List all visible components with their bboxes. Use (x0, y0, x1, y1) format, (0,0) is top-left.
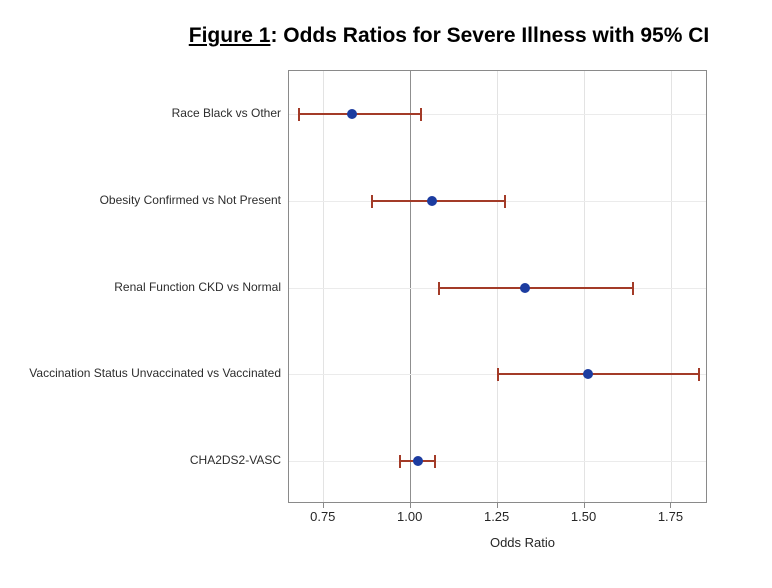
ci-upper-cap (420, 108, 423, 121)
vertical-gridline (323, 71, 325, 502)
x-axis-tick (409, 503, 411, 508)
x-tick-label: 1.75 (657, 509, 684, 524)
odds-ratio-marker (412, 456, 423, 466)
vertical-gridline (497, 71, 499, 502)
odds-ratio-marker (583, 369, 594, 379)
x-axis-tick (583, 503, 585, 508)
plot-area (288, 70, 707, 503)
ci-lower-cap (496, 368, 499, 381)
x-axis-tick (496, 503, 498, 508)
figure-title-number: Figure 1 (188, 24, 271, 47)
confidence-interval-bar (372, 200, 505, 202)
x-axis-title: Odds Ratio (489, 535, 556, 550)
category-label: CHA2DS2-VASC (189, 453, 281, 467)
x-tick-label: 0.75 (310, 509, 336, 524)
horizontal-gridline (289, 113, 706, 115)
category-label: Renal Function CKD vs Normal (114, 280, 281, 294)
ci-lower-cap (371, 195, 374, 208)
ci-upper-cap (632, 282, 635, 295)
vertical-gridline (670, 71, 672, 502)
ci-upper-cap (503, 195, 506, 208)
vertical-gridline (584, 71, 586, 502)
confidence-interval-bar (438, 287, 634, 289)
reference-line (410, 71, 412, 502)
ci-upper-cap (434, 455, 437, 468)
x-tick-label: 1.00 (397, 509, 423, 524)
ci-lower-cap (437, 282, 440, 295)
category-label: Vaccination Status Unvaccinated vs Vacci… (29, 366, 281, 380)
figure-title: Figure 1: Odds Ratios for Severe Illness… (189, 24, 709, 48)
odds-ratio-marker (346, 109, 357, 119)
x-tick-label: 1.25 (483, 509, 510, 524)
category-label: Obesity Confirmed vs Not Present (99, 193, 281, 207)
confidence-interval-bar (497, 373, 700, 375)
ci-lower-cap (298, 108, 301, 121)
x-tick-label: 1.50 (570, 509, 597, 524)
figure-title-text: : Odds Ratios for Severe Illness with 95… (270, 24, 710, 47)
ci-lower-cap (399, 455, 402, 468)
category-label: Race Black vs Other (171, 106, 281, 120)
odds-ratio-marker (426, 196, 437, 206)
x-axis-tick (670, 503, 672, 508)
horizontal-gridline (289, 460, 706, 462)
x-axis-tick (322, 503, 324, 508)
odds-ratio-marker (520, 283, 531, 293)
ci-upper-cap (698, 368, 701, 381)
confidence-interval-bar (299, 113, 422, 115)
